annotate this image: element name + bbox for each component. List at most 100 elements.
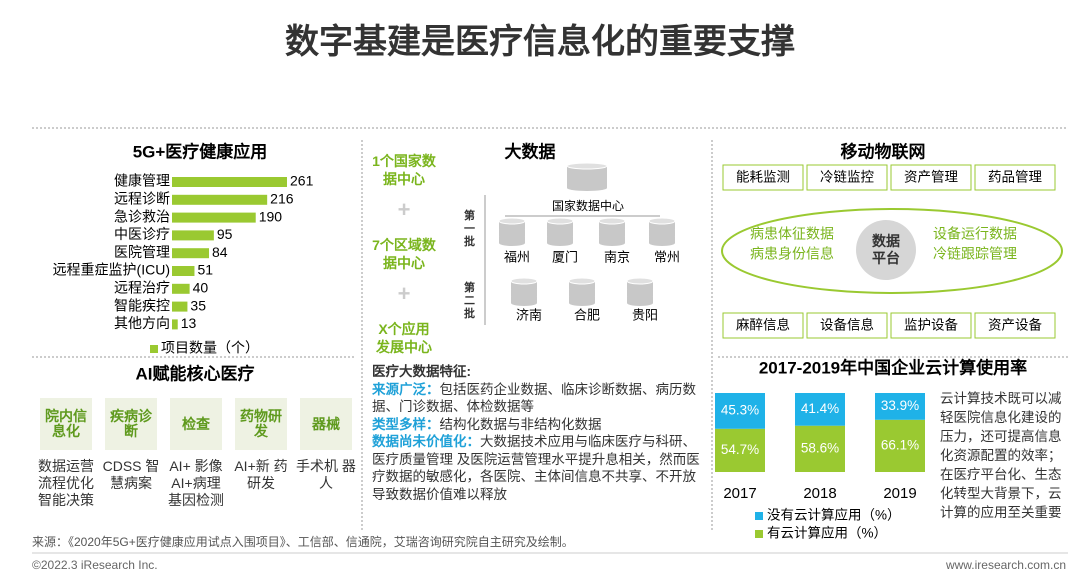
city-label: 济南 [516,307,542,322]
ai-label: 院内信息化 [45,408,87,439]
db-icon [649,221,675,229]
national-label: 国家数据中心 [552,198,624,213]
center-label: X个应用发展中心 [376,321,432,355]
bar-segment [875,419,925,472]
legend-swatch [150,345,158,353]
db-icon [598,217,626,225]
ai-desc: CDSS 智慧病案 [102,458,160,491]
city-label: 常州 [654,249,680,264]
iot-data: 病患体征数据 [750,226,834,242]
iot-box [890,312,972,339]
city-label: 南京 [604,249,630,264]
db-icon [547,233,573,239]
value-label: 84 [212,244,228,260]
db-icon [569,300,595,306]
features-title: 医疗大数据特征: [372,364,471,379]
db-icon [511,293,537,299]
category-label: 其他方向 [114,315,170,331]
iot-label: 监护设备 [904,317,958,333]
value-label: 33.9% [881,398,919,413]
db-icon [599,221,625,229]
db-icon [567,171,607,177]
db-icon [547,240,573,246]
db-icon [627,300,653,306]
section-title: AI赋能核心医疗 [136,363,255,383]
legend-swatch [755,530,763,538]
cloud-note: 云计算技术既可以减轻医院信息化建设的压力，还可提高信息化资源配置的效率；在医疗平… [940,391,1062,520]
legend-label: 有云计算应用（%） [767,525,887,541]
iot-label: 资产设备 [988,317,1042,333]
chart-title: 5G+医疗健康应用 [133,141,268,161]
bar-segment [875,393,925,420]
feature: 类型多样：结构化数据与非结构化数据 [372,416,706,434]
chart-title: 2017-2019年中国企业云计算使用率 [759,357,1027,377]
db-icon [626,277,654,285]
copyright: ©2022.3 iResearch Inc. [32,558,158,572]
source: 来源：《2020年5G+医疗健康应用试点入围项目》、工信部、信通院，艾瑞咨询研究… [32,535,574,549]
bar-segment [715,393,765,429]
db-icon [599,233,625,239]
db-icon [566,162,608,170]
section-title: 大数据 [505,141,556,161]
category-label: 健康管理 [114,173,170,189]
section-title: 移动物联网 [841,141,926,161]
value-label: 35 [190,297,206,313]
iot-data: 病患身份信息 [750,246,834,262]
db-icon [510,277,538,285]
db-icon [511,281,537,289]
value-label: 190 [259,208,283,224]
platform-label: 数据平台 [872,233,900,266]
category-label: 急诊救治 [114,208,170,224]
plus: + [397,281,411,306]
iot-label: 设备信息 [820,317,874,333]
legend-swatch [755,512,763,520]
iot-label: 麻醉信息 [736,317,790,333]
feature-text: 大数据技术应用与临床医疗与科研、医疗质量管理 及医院运营管理水平提升息相关，然而… [372,434,700,502]
bar [172,283,190,294]
bar [172,319,178,330]
value-label: 66.1% [881,437,919,452]
center-label: 7个区域数据中心 [372,237,436,271]
ai-box [40,398,92,450]
feature-text: 结构化数据与非结构化数据 [439,416,602,432]
value-label: 58.6% [801,440,839,455]
ai-label: 器械 [312,415,340,432]
db-icon [627,281,653,289]
value-label: 51 [197,262,213,278]
feature: 来源广泛：包括医药企业数据、临床诊断数据、病历数据、门诊数据、体检数据等 [372,381,706,416]
db-icon [627,293,653,299]
iot-label: 冷链监控 [820,170,874,185]
feature-label: 数据尚未价值化： [372,434,480,449]
db-icon [547,226,573,232]
ai-box [235,398,287,450]
db-icon [568,277,596,285]
category-label: 2018 [803,485,836,502]
platform-core [856,220,916,280]
db-icon [569,281,595,289]
feature-label: 来源广泛： [372,381,440,397]
bar-segment [795,393,845,426]
bar [172,230,214,241]
value-label: 41.4% [801,401,839,416]
iot-label: 资产管理 [904,170,958,185]
db-icon [599,226,625,232]
category-label: 远程诊断 [114,191,170,207]
feature-text: 包括医药企业数据、临床诊断数据、病历数据、门诊数据、体检数据等 [372,381,696,415]
city-label: 合肥 [574,307,600,322]
plus: + [397,197,411,222]
bar [172,194,268,205]
db-icon [569,286,595,292]
iot-box [722,164,804,191]
db-icon [546,217,574,225]
db-icon [499,221,525,229]
iot-box [890,164,972,191]
category-label: 远程治疗 [114,280,170,296]
value-label: 40 [193,280,209,296]
ai-box [105,398,157,450]
db-icon [627,286,653,292]
ai-label: 药物研发 [240,408,282,439]
batch-label: 第二批 [464,282,475,320]
db-icon [599,240,625,246]
value-label: 216 [270,191,294,207]
